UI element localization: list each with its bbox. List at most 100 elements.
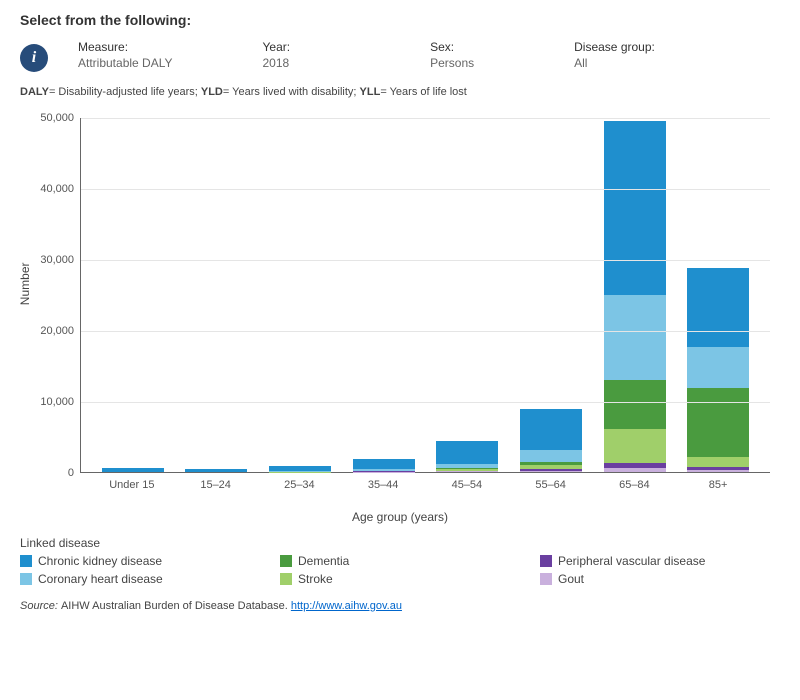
legend-swatch (20, 555, 32, 567)
bar-column (98, 468, 168, 472)
gridline (81, 118, 770, 119)
bar-column (265, 466, 335, 472)
xtick-label: 85+ (683, 479, 753, 491)
bar-segment-chd (604, 295, 666, 380)
bar-segment-ckd (185, 469, 247, 472)
source-line: Source: AIHW Australian Burden of Diseas… (20, 600, 780, 612)
bar-stack[interactable] (102, 468, 164, 472)
def-yld-b: YLD (201, 86, 223, 98)
y-axis-title: Number (18, 263, 32, 306)
legend: Chronic kidney disease Dementia Peripheral… (20, 554, 780, 586)
selector-value: 2018 (263, 56, 291, 70)
bar-stack[interactable] (520, 409, 582, 472)
selector-label: Measure: (78, 40, 173, 54)
selector-row: i Measure: Attributable DALY Year: 2018 … (20, 40, 780, 72)
bar-segment-ckd (102, 468, 164, 472)
selector-value: Persons (430, 56, 474, 70)
legend-item[interactable]: Chronic kidney disease (20, 554, 260, 568)
legend-title: Linked disease (20, 536, 780, 550)
def-yll-b: YLL (360, 86, 381, 98)
bar-segment-ckd (687, 268, 749, 348)
bar-segment-dem (604, 380, 666, 430)
selector-label: Year: (263, 40, 291, 54)
selector-sex[interactable]: Sex: Persons (430, 40, 474, 70)
bars-container (81, 118, 770, 472)
ytick-label: 50,000 (24, 112, 74, 124)
def-daly-t: = Disability-adjusted life years; (49, 86, 201, 98)
xtick-label: 15–24 (181, 479, 251, 491)
ytick-label: 10,000 (24, 396, 74, 408)
bar-segment-gout (520, 471, 582, 472)
gridline (81, 402, 770, 403)
selector-label: Disease group: (574, 40, 655, 54)
legend-label: Chronic kidney disease (38, 554, 162, 568)
xtick-label: 35–44 (348, 479, 418, 491)
bar-segment-gout (436, 471, 498, 472)
legend-item[interactable]: Stroke (280, 572, 520, 586)
selector-measure[interactable]: Measure: Attributable DALY (78, 40, 173, 70)
bar-segment-chd (687, 347, 749, 388)
bar-stack[interactable] (604, 121, 666, 472)
selector-year[interactable]: Year: 2018 (263, 40, 291, 70)
gridline (81, 331, 770, 332)
bar-segment-stroke (604, 429, 666, 462)
xtick-label: 45–54 (432, 479, 502, 491)
xtick-label: Under 15 (97, 479, 167, 491)
legend-label: Gout (558, 572, 584, 586)
info-icon-wrap: i (20, 40, 48, 72)
legend-swatch (540, 573, 552, 585)
page-title: Select from the following: (20, 12, 780, 28)
legend-swatch (20, 573, 32, 585)
definitions-line: DALY= Disability-adjusted life years; YL… (20, 86, 780, 98)
bar-segment-ckd (436, 441, 498, 464)
bar-segment-ckd (353, 459, 415, 469)
source-text: AIHW Australian Burden of Disease Databa… (61, 600, 291, 612)
bar-stack[interactable] (269, 466, 331, 472)
source-link[interactable]: http://www.aihw.gov.au (291, 600, 402, 612)
bar-segment-dem (687, 388, 749, 457)
bar-segment-stroke (687, 457, 749, 467)
bar-stack[interactable] (687, 268, 749, 472)
legend-swatch (280, 555, 292, 567)
root: Select from the following: i Measure: At… (0, 0, 800, 622)
info-icon[interactable]: i (20, 44, 48, 72)
gridline (81, 260, 770, 261)
ytick-label: 20,000 (24, 325, 74, 337)
bar-segment-ckd (520, 409, 582, 450)
xtick-label: 55–64 (516, 479, 586, 491)
chart-area: Number Age group (years) 0 10,000 20,000 30… (20, 108, 780, 528)
legend-label: Peripheral vascular disease (558, 554, 705, 568)
bar-segment-gout (687, 470, 749, 472)
source-prefix: Source: (20, 600, 61, 612)
legend-label: Dementia (298, 554, 349, 568)
xtick-label: 25–34 (264, 479, 334, 491)
ytick-label: 40,000 (24, 183, 74, 195)
bar-column (600, 121, 670, 472)
plot (80, 118, 770, 473)
bar-column (683, 268, 753, 472)
bar-segment-chd (520, 450, 582, 462)
bar-segment-gout (604, 468, 666, 472)
x-axis-title: Age group (years) (20, 510, 780, 524)
bar-column (516, 409, 586, 472)
legend-swatch (540, 555, 552, 567)
legend-item[interactable]: Gout (540, 572, 780, 586)
xtick-label: 65–84 (599, 479, 669, 491)
legend-item[interactable]: Peripheral vascular disease (540, 554, 780, 568)
bar-stack[interactable] (436, 441, 498, 472)
selector-value: Attributable DALY (78, 56, 173, 70)
legend-label: Coronary heart disease (38, 572, 163, 586)
selector-disease[interactable]: Disease group: All (574, 40, 655, 70)
bar-segment-ckd (604, 121, 666, 295)
gridline (81, 189, 770, 190)
bar-column (349, 459, 419, 472)
legend-item[interactable]: Dementia (280, 554, 520, 568)
def-daly-b: DALY (20, 86, 49, 98)
bar-stack[interactable] (185, 469, 247, 472)
ytick-label: 0 (24, 467, 74, 479)
ytick-label: 30,000 (24, 254, 74, 266)
selector-label: Sex: (430, 40, 474, 54)
selector-value: All (574, 56, 655, 70)
bar-stack[interactable] (353, 459, 415, 472)
legend-item[interactable]: Coronary heart disease (20, 572, 260, 586)
